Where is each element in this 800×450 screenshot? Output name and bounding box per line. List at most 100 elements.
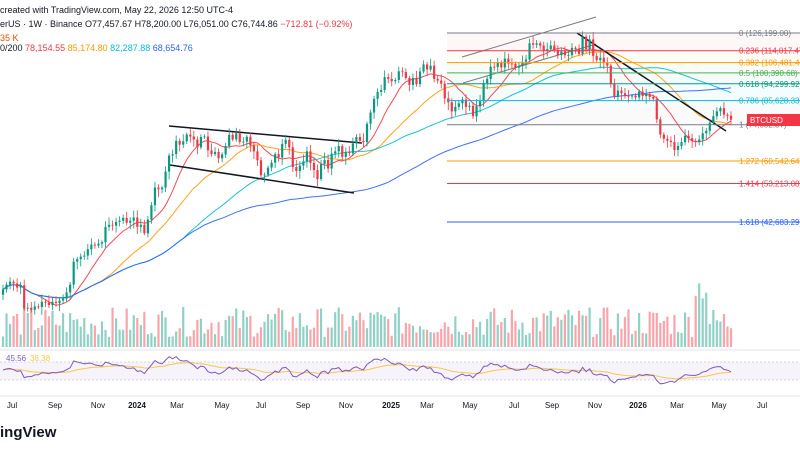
fib-label: 0.382 (106,481.45) xyxy=(739,59,800,68)
candle-body xyxy=(72,261,75,285)
candle-body xyxy=(114,221,118,226)
x-tick-label: 2026 xyxy=(629,401,647,410)
volume-bar xyxy=(549,310,552,347)
symbol-label[interactable]: erUS · 1W · Binance xyxy=(0,19,83,29)
volume-bar xyxy=(143,311,146,347)
volume-bar xyxy=(348,326,351,347)
volume-bar xyxy=(79,326,82,347)
candle-body xyxy=(312,162,316,171)
volume-bar xyxy=(86,334,89,347)
volume-bar xyxy=(274,313,277,347)
candle-body xyxy=(266,167,270,175)
candle-body xyxy=(288,139,291,148)
volume-bar xyxy=(362,320,365,347)
volume-bar xyxy=(394,313,397,347)
volume-bar xyxy=(281,310,284,347)
candle-body xyxy=(327,160,330,169)
time-axis: Jul Sep Nov 2024 Mar May Jul Sep Nov 2025 Mar May Ju… xyxy=(7,401,767,410)
volume-bar xyxy=(160,310,164,347)
candle-body xyxy=(171,154,174,156)
candle-body xyxy=(595,55,598,61)
fib-label: 0.5 (100,390.68) xyxy=(739,69,798,78)
volume-bar xyxy=(217,322,220,347)
volume-bar xyxy=(351,315,354,347)
candle-body xyxy=(355,137,358,144)
volume-bar xyxy=(185,336,188,347)
candle-body xyxy=(535,43,538,45)
rsi-line xyxy=(2,355,732,385)
volume-bar xyxy=(65,331,68,347)
candle-body xyxy=(372,98,376,113)
candle-body xyxy=(599,57,602,61)
candle-body xyxy=(698,139,701,143)
candle-body xyxy=(457,103,460,107)
candle-body xyxy=(334,151,337,154)
candle-body xyxy=(164,171,167,188)
volume-bar xyxy=(100,321,104,347)
candle-body xyxy=(563,51,566,56)
candle-body xyxy=(581,36,584,54)
candle-body xyxy=(118,220,121,222)
candle-body xyxy=(401,71,404,73)
candle-body xyxy=(418,71,422,85)
candle-body xyxy=(676,146,680,151)
volume-bar xyxy=(510,309,513,347)
x-tick-label: May xyxy=(711,401,726,410)
candle-body xyxy=(160,187,164,190)
volume-bar xyxy=(546,315,549,347)
candle-body xyxy=(51,301,54,306)
candle-body xyxy=(168,155,171,172)
candle-body xyxy=(623,93,627,96)
candle-body xyxy=(100,242,104,244)
volume-bar xyxy=(231,316,234,347)
volume-bar xyxy=(355,320,358,347)
candle-body xyxy=(79,256,82,260)
candle-body xyxy=(493,66,496,68)
volume-bar xyxy=(433,332,436,347)
candle-body xyxy=(30,307,33,310)
candle-body xyxy=(129,220,132,223)
candle-body xyxy=(496,62,499,68)
header-ohlc: erUS · 1W · Binance O77,457.67 H78,200.0… xyxy=(0,19,352,29)
volume-bar xyxy=(256,333,259,347)
candle-body xyxy=(217,151,220,159)
candle-body xyxy=(238,133,241,143)
fib-label: 1.272 (60,542.64) xyxy=(739,157,800,166)
volume-bar xyxy=(118,329,121,347)
candle-body xyxy=(680,142,683,147)
candle-body xyxy=(507,58,510,64)
volume-bar xyxy=(719,321,722,347)
volume-bar xyxy=(620,328,623,347)
volume-bars xyxy=(1,283,733,347)
x-tick-label: Nov xyxy=(91,401,105,410)
candle-body xyxy=(662,134,665,139)
volume-bar xyxy=(577,310,581,347)
candle-body xyxy=(192,136,195,140)
candle-body xyxy=(277,154,280,158)
volume-bar xyxy=(83,318,86,347)
candle-body xyxy=(157,187,160,190)
candle-body xyxy=(634,95,637,98)
candle-body xyxy=(715,111,718,117)
volume-bar xyxy=(588,307,591,347)
volume-bar xyxy=(539,331,542,347)
candle-body xyxy=(185,134,188,142)
candle-body xyxy=(281,143,284,158)
volume-bar xyxy=(69,313,72,347)
candle-body xyxy=(404,72,407,78)
volume-bar xyxy=(662,320,665,347)
candle-body xyxy=(638,91,641,98)
candle-body xyxy=(708,122,711,131)
moving-average-line xyxy=(2,51,732,299)
volume-bar xyxy=(471,319,475,347)
volume-bar xyxy=(443,322,446,347)
candle-body xyxy=(645,93,648,97)
volume-bar xyxy=(30,309,33,347)
volume-bar xyxy=(305,325,309,347)
volume-bar xyxy=(669,334,673,347)
volume-bar xyxy=(104,329,107,347)
volume-bar xyxy=(189,336,192,347)
volume-bar xyxy=(358,312,362,347)
candle-body xyxy=(390,78,393,82)
